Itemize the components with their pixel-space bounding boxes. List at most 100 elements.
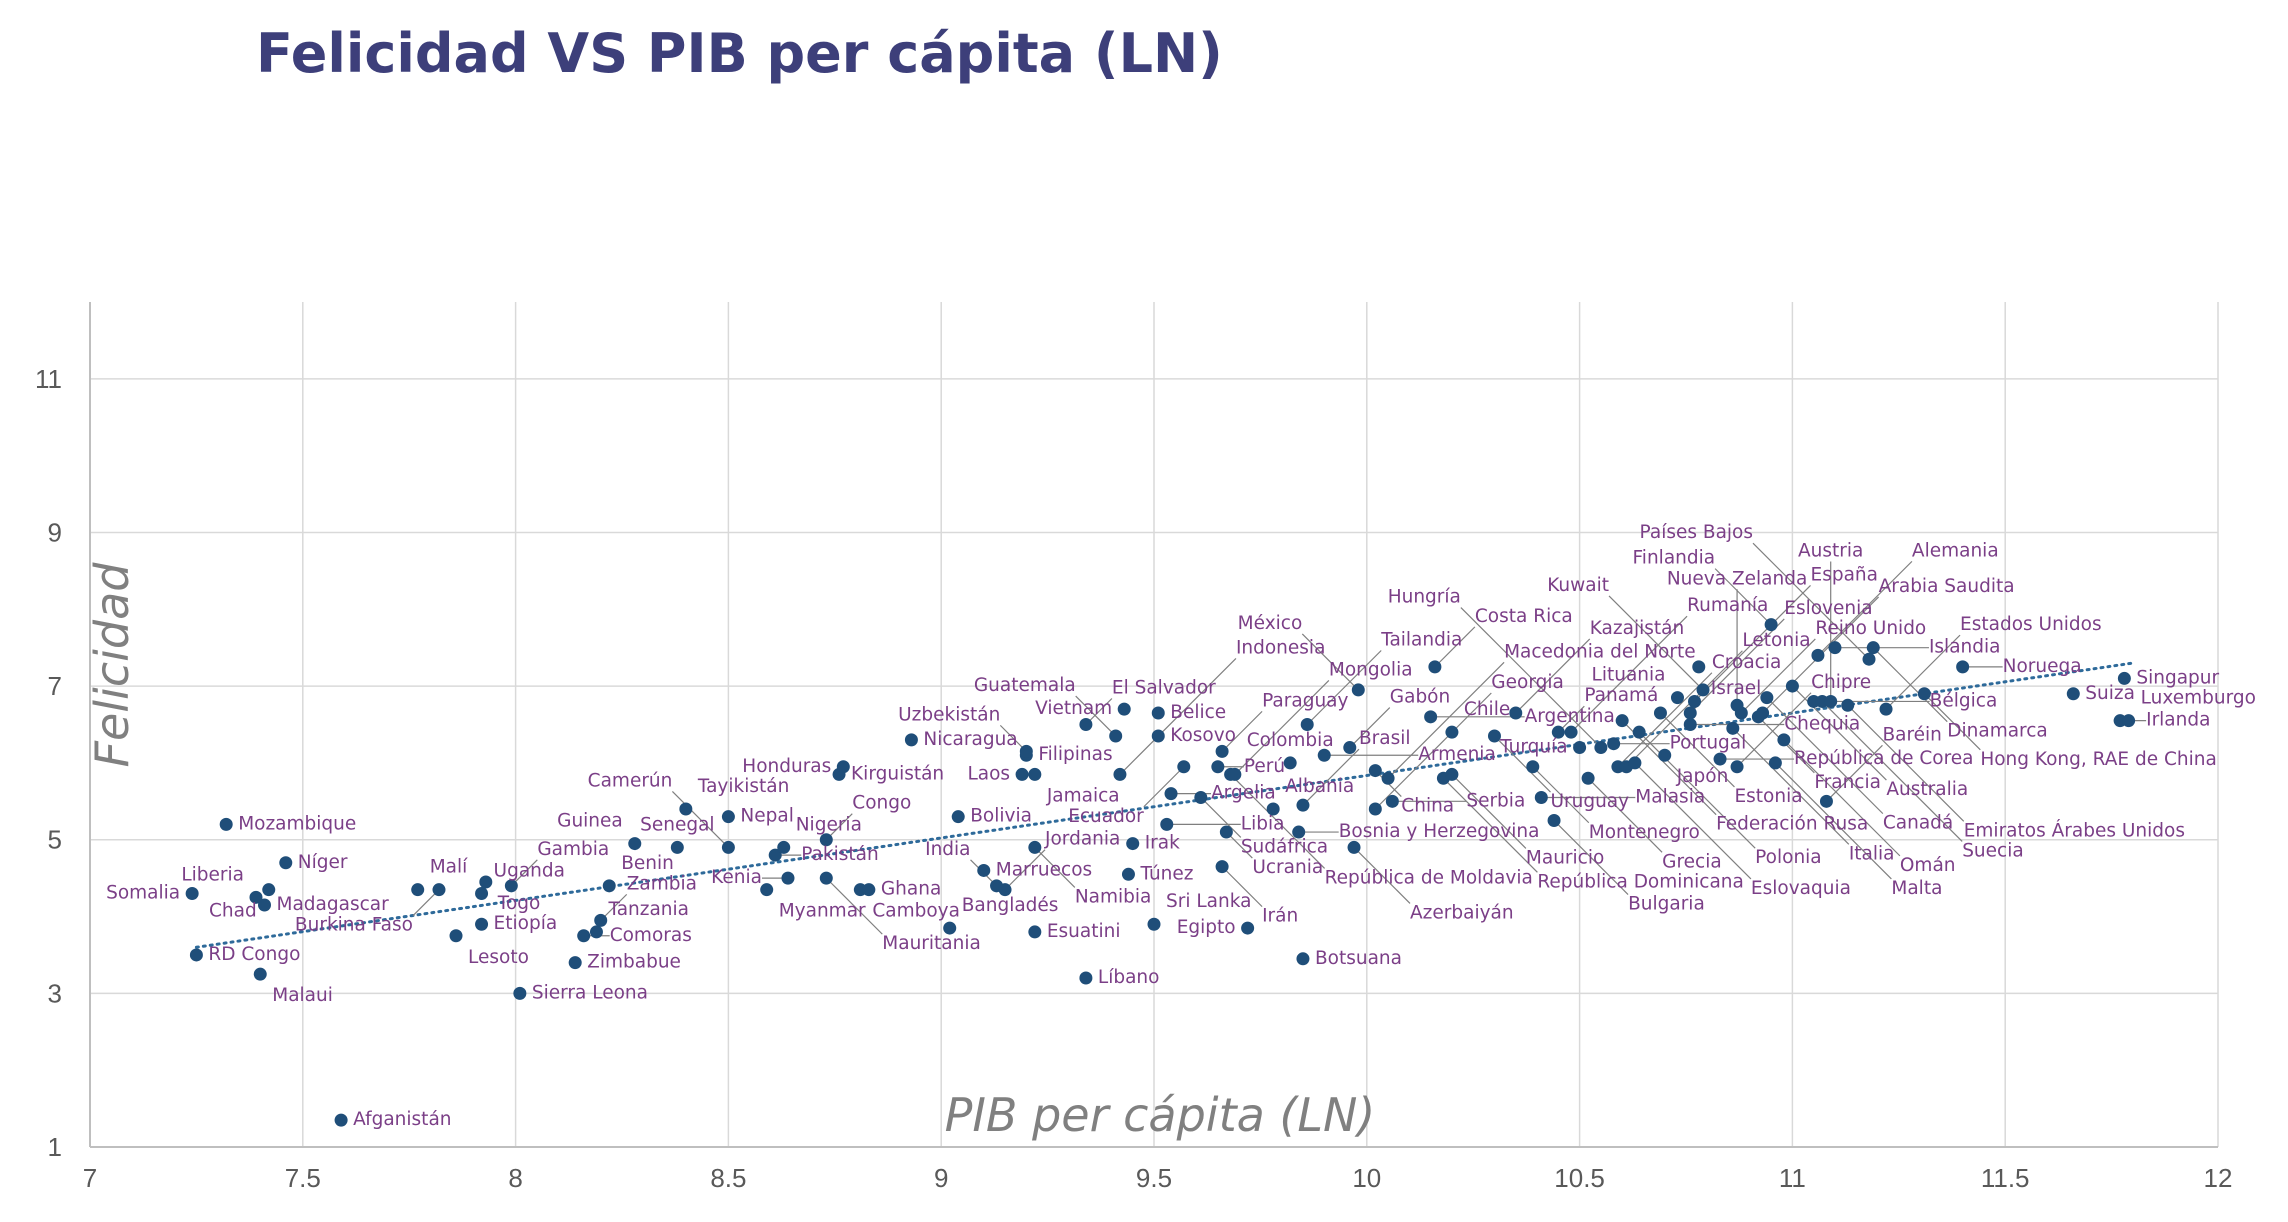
data-point xyxy=(1445,767,1459,781)
data-point xyxy=(1126,837,1140,851)
data-point xyxy=(628,837,642,851)
label-leader-line xyxy=(1302,748,1360,806)
point-label: Camerún xyxy=(588,770,673,791)
point-label: Níger xyxy=(298,852,348,873)
point-label: Chile xyxy=(1464,699,1510,720)
data-point xyxy=(1866,641,1880,655)
x-tick-label: 8.5 xyxy=(710,1163,746,1193)
data-point xyxy=(1317,748,1331,762)
label-leader-line xyxy=(1740,638,1816,714)
label-leader-line xyxy=(1766,697,1884,815)
point-label: Malta xyxy=(1891,878,1942,899)
point-label: Honduras xyxy=(742,756,831,777)
point-label: Somalia xyxy=(106,883,180,904)
data-point xyxy=(253,967,267,981)
data-point xyxy=(904,733,918,747)
data-point xyxy=(432,883,446,897)
label-leader-line xyxy=(1387,661,1505,779)
data-point xyxy=(1151,706,1165,720)
data-point xyxy=(1424,710,1438,724)
data-points xyxy=(185,618,2136,1127)
data-point xyxy=(1547,814,1561,828)
point-label: Malasia xyxy=(1635,786,1705,807)
data-point xyxy=(504,879,518,893)
data-point xyxy=(1028,767,1042,781)
point-label: Gabón xyxy=(1390,687,1450,708)
point-label: Líbano xyxy=(1098,967,1160,988)
x-tick-label: 8 xyxy=(508,1163,522,1193)
data-point xyxy=(1283,756,1297,770)
label-leader-line xyxy=(1494,735,1551,793)
data-point xyxy=(1811,648,1825,662)
label-leader-line xyxy=(1451,774,1527,849)
point-label: Argelia xyxy=(1211,783,1276,804)
point-label: Brasil xyxy=(1359,728,1411,749)
point-label: Sri Lanka xyxy=(1166,891,1251,912)
label-leader-line xyxy=(1349,707,1391,748)
point-label: Nigeria xyxy=(796,814,862,835)
data-point xyxy=(1151,729,1165,743)
data-point xyxy=(1368,764,1382,778)
point-label: Egipto xyxy=(1177,917,1236,938)
label-leaders xyxy=(412,542,2147,937)
data-point xyxy=(1385,794,1399,808)
data-point xyxy=(1692,660,1706,674)
data-point xyxy=(1194,790,1208,804)
data-point xyxy=(1028,925,1042,939)
y-tick-label: 11 xyxy=(35,364,62,394)
point-label: Malaui xyxy=(272,985,333,1006)
x-tick-label: 9.5 xyxy=(1136,1163,1172,1193)
point-label: República Dominicana xyxy=(1537,871,1743,892)
label-leader-line xyxy=(1460,607,1602,748)
point-label: Canadá xyxy=(1883,813,1953,834)
data-point xyxy=(998,883,1012,897)
point-label: India xyxy=(925,839,970,860)
label-leader-line xyxy=(1221,710,1263,752)
point-label: Irán xyxy=(1262,906,1298,927)
point-label: Kazajistán xyxy=(1590,618,1684,639)
label-leader-line xyxy=(1638,731,1756,849)
point-label: Zimbabue xyxy=(587,952,681,973)
point-label: Belice xyxy=(1170,702,1226,723)
data-point xyxy=(1113,767,1127,781)
label-leader-line xyxy=(1587,777,1663,853)
point-label: Congo xyxy=(852,793,911,814)
label-leader-line xyxy=(1736,692,1812,768)
point-label: Alemania xyxy=(1912,540,1999,561)
label-leader-line xyxy=(1034,846,1076,888)
point-label: Rumanía xyxy=(1687,595,1768,616)
point-label: Albania xyxy=(1285,776,1354,797)
point-label: Perú xyxy=(1244,756,1285,777)
y-tick-label: 5 xyxy=(48,825,62,855)
point-label: Polonia xyxy=(1755,847,1821,868)
point-label: Eslovaquia xyxy=(1751,878,1851,899)
data-point xyxy=(1292,825,1306,839)
data-point xyxy=(1509,706,1523,720)
point-label: Togo xyxy=(497,893,541,914)
data-point xyxy=(479,875,493,889)
data-point xyxy=(670,840,684,854)
label-leader-line xyxy=(1075,695,1117,737)
data-point xyxy=(334,1113,348,1127)
point-label: RD Congo xyxy=(208,944,300,965)
data-point xyxy=(2122,714,2136,728)
data-point xyxy=(1109,729,1123,743)
point-label: Benin xyxy=(621,853,674,874)
point-label: Afganistán xyxy=(353,1109,451,1130)
data-point xyxy=(721,840,735,854)
label-leader-line xyxy=(1817,560,1913,656)
point-label: Túnez xyxy=(1139,863,1193,884)
point-label: Noruega xyxy=(2003,656,2082,677)
label-leader-line xyxy=(1119,658,1237,775)
point-label: Panamá xyxy=(1584,685,1658,706)
point-label: Burkina Faso xyxy=(295,915,413,936)
point-label: Gambia xyxy=(537,839,609,860)
point-label: Tanzania xyxy=(607,899,689,920)
point-label: Malí xyxy=(430,857,468,878)
data-point xyxy=(1015,767,1029,781)
data-point xyxy=(1670,691,1684,705)
x-tick-label: 11.5 xyxy=(1981,1163,2030,1193)
point-label: Chequia xyxy=(1784,714,1860,735)
data-point xyxy=(1777,733,1791,747)
